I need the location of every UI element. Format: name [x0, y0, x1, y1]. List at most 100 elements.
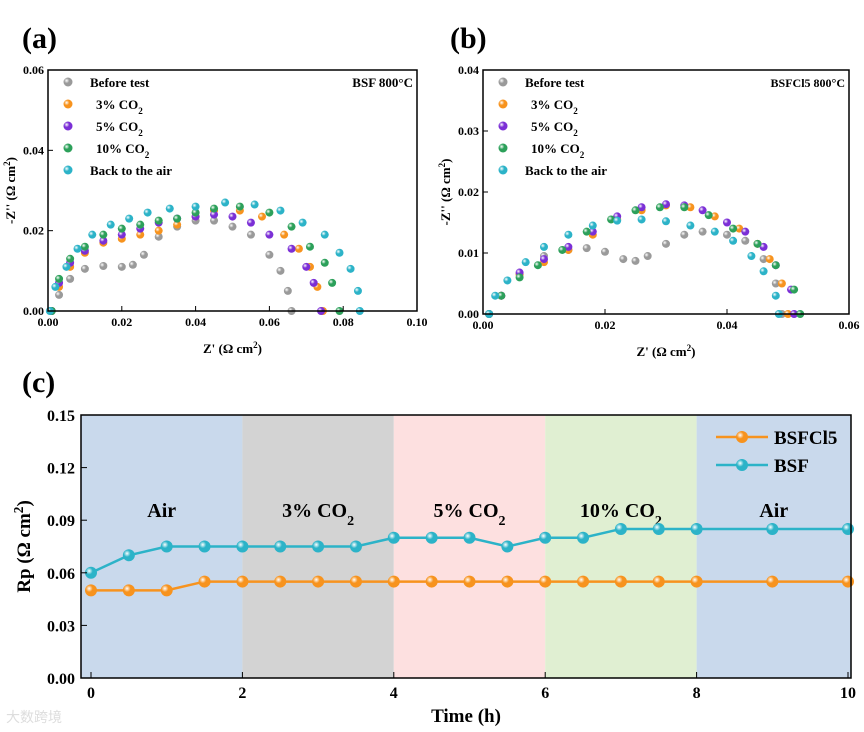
- legend-marker: [498, 77, 508, 87]
- data-point: [521, 258, 530, 267]
- data-point: [122, 549, 135, 562]
- data-point: [305, 242, 314, 251]
- x-tick-label: 0.04: [185, 315, 206, 329]
- data-point: [619, 255, 628, 264]
- data-point: [302, 262, 311, 271]
- legend-label: 10% CO2: [531, 141, 585, 160]
- legend-marker: [498, 121, 508, 131]
- y-tick-label: 0.04: [458, 63, 479, 77]
- data-point: [765, 255, 774, 264]
- legend-label: 5% CO2: [531, 119, 578, 138]
- y-axis-label: -Z'' (Ω cm2): [2, 157, 18, 224]
- data-point: [698, 206, 707, 215]
- data-point: [320, 230, 329, 239]
- y-tick-label: 0.00: [47, 671, 75, 688]
- data-point: [540, 242, 548, 251]
- data-point: [106, 220, 115, 229]
- data-point: [842, 575, 854, 588]
- x-tick-label: 10: [840, 685, 856, 702]
- data-point: [128, 260, 137, 269]
- data-point: [198, 575, 211, 588]
- data-point: [564, 242, 573, 251]
- watermark: 大数跨境: [6, 710, 62, 726]
- legend-marker: [63, 77, 73, 87]
- panel-label: (a): [22, 22, 57, 55]
- y-tick-label: 0.01: [458, 246, 479, 260]
- data-point: [637, 215, 646, 224]
- y-tick-label: 0.06: [47, 566, 75, 583]
- data-point: [191, 208, 200, 217]
- data-point: [387, 575, 400, 588]
- data-point: [643, 252, 652, 261]
- data-point: [497, 291, 506, 300]
- data-point: [540, 255, 548, 264]
- x-tick-label: 0: [87, 685, 95, 702]
- data-point: [652, 575, 665, 588]
- data-point: [136, 220, 145, 229]
- data-point: [582, 244, 591, 253]
- data-point: [662, 239, 670, 248]
- data-point: [136, 230, 145, 239]
- data-point: [198, 540, 211, 553]
- data-point: [741, 227, 750, 236]
- region-label: Air: [147, 500, 176, 522]
- x-tick-label: 4: [390, 685, 398, 702]
- data-point: [117, 230, 126, 239]
- data-point: [298, 218, 307, 227]
- data-point: [320, 258, 329, 267]
- x-tick-label: 0.06: [259, 315, 280, 329]
- data-point: [735, 224, 744, 233]
- region-band: [696, 415, 851, 678]
- region-label: 3% CO2: [282, 500, 354, 529]
- data-point: [588, 227, 597, 236]
- x-tick-label: 0.00: [38, 315, 59, 329]
- data-point: [588, 221, 597, 230]
- legend-marker: [63, 143, 73, 153]
- x-tick-label: 0.06: [839, 318, 860, 332]
- data-point: [221, 198, 230, 207]
- data-point: [117, 262, 126, 271]
- y-tick-label: 0.03: [47, 618, 75, 635]
- data-point: [99, 230, 108, 239]
- legend-marker: [498, 165, 508, 175]
- data-point: [294, 244, 303, 253]
- data-point: [165, 204, 174, 213]
- data-point: [637, 203, 646, 212]
- legend-label: Before test: [90, 75, 150, 90]
- data-point: [463, 531, 476, 544]
- data-point: [66, 274, 75, 283]
- data-point: [51, 282, 60, 291]
- x-tick-label: 0.08: [333, 315, 354, 329]
- data-point: [328, 278, 337, 287]
- legend-marker: [63, 99, 73, 109]
- legend-marker: [736, 431, 748, 443]
- data-point: [246, 230, 255, 239]
- data-point: [62, 262, 71, 271]
- data-point: [759, 267, 768, 276]
- data-point: [309, 278, 318, 287]
- data-point: [139, 250, 148, 259]
- data-point: [690, 522, 703, 535]
- y-tick-label: 0.00: [23, 304, 44, 318]
- data-point: [704, 211, 713, 220]
- data-point: [503, 276, 512, 285]
- data-point: [66, 254, 75, 263]
- data-point: [154, 232, 163, 241]
- y-tick-label: 0.00: [458, 307, 479, 321]
- data-point: [276, 206, 285, 215]
- data-point: [236, 540, 249, 553]
- data-point: [501, 575, 514, 588]
- region-label: 10% CO2: [580, 500, 662, 529]
- y-tick-label: 0.15: [47, 408, 75, 425]
- data-point: [258, 212, 267, 221]
- data-point: [690, 575, 703, 588]
- data-point: [771, 279, 780, 288]
- data-point: [228, 222, 237, 231]
- data-point: [777, 279, 786, 288]
- data-point: [274, 575, 287, 588]
- data-point: [577, 531, 590, 544]
- data-point: [501, 540, 514, 553]
- x-axis-label: Time (h): [431, 706, 501, 727]
- legend-marker: [736, 459, 748, 471]
- data-point: [265, 208, 274, 217]
